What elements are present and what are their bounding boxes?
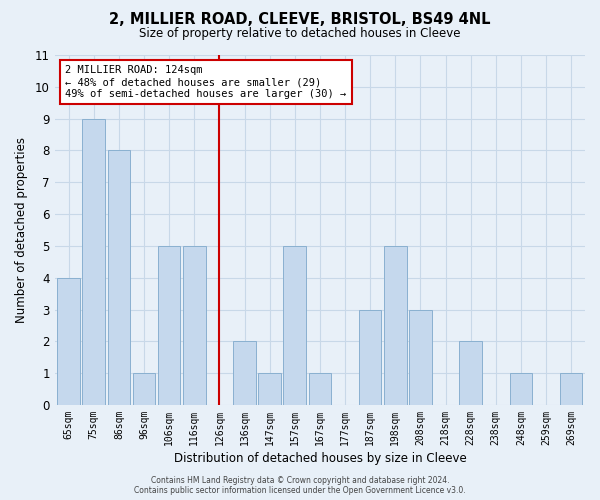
Bar <box>259 373 281 405</box>
Bar <box>183 246 206 405</box>
Bar <box>233 342 256 405</box>
Bar <box>308 373 331 405</box>
Bar <box>133 373 155 405</box>
Text: 2, MILLIER ROAD, CLEEVE, BRISTOL, BS49 4NL: 2, MILLIER ROAD, CLEEVE, BRISTOL, BS49 4… <box>109 12 491 28</box>
Bar <box>384 246 407 405</box>
Text: Size of property relative to detached houses in Cleeve: Size of property relative to detached ho… <box>139 28 461 40</box>
Text: 2 MILLIER ROAD: 124sqm
← 48% of detached houses are smaller (29)
49% of semi-det: 2 MILLIER ROAD: 124sqm ← 48% of detached… <box>65 66 347 98</box>
Bar <box>158 246 181 405</box>
Bar <box>409 310 432 405</box>
Bar <box>359 310 382 405</box>
Text: Contains HM Land Registry data © Crown copyright and database right 2024.
Contai: Contains HM Land Registry data © Crown c… <box>134 476 466 495</box>
Bar <box>58 278 80 405</box>
Bar <box>283 246 306 405</box>
Bar <box>460 342 482 405</box>
Y-axis label: Number of detached properties: Number of detached properties <box>15 137 28 323</box>
Bar <box>509 373 532 405</box>
Bar <box>107 150 130 405</box>
Bar <box>560 373 583 405</box>
X-axis label: Distribution of detached houses by size in Cleeve: Distribution of detached houses by size … <box>173 452 466 465</box>
Bar <box>82 118 105 405</box>
